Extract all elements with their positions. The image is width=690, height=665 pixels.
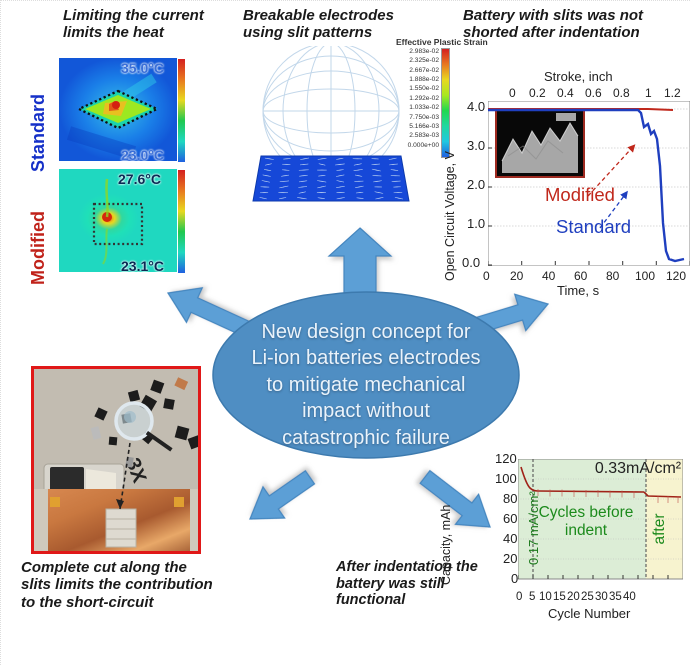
svg-text:Modified: Modified	[545, 184, 615, 205]
svg-text:Cycles before: Cycles before	[539, 504, 634, 521]
svg-text:0.17 mA/cm²: 0.17 mA/cm²	[526, 491, 541, 565]
svg-text:after: after	[651, 513, 668, 544]
svg-text:Standard: Standard	[556, 216, 631, 237]
svg-text:indent: indent	[565, 522, 608, 539]
svg-text:0.33mA/cm²: 0.33mA/cm²	[595, 460, 682, 477]
